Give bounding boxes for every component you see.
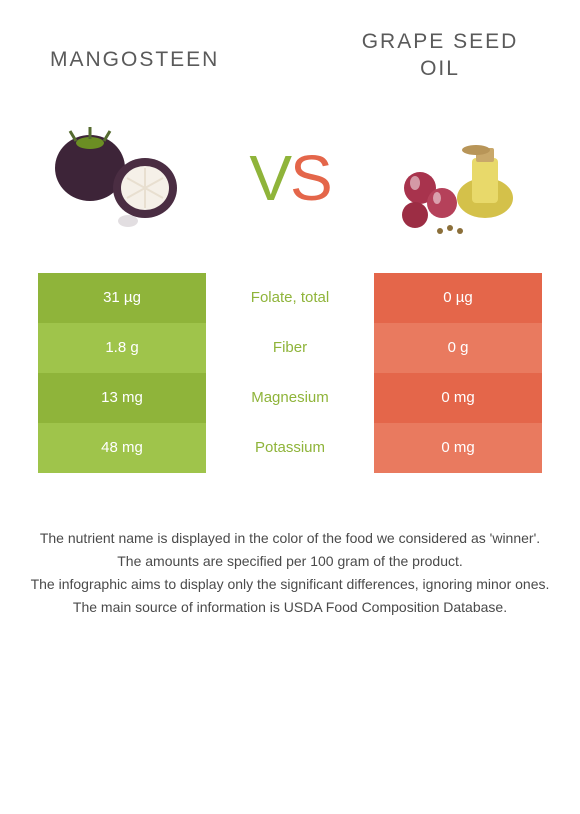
vs-s: S [290,142,331,214]
cell-left-value: 13 mg [38,373,206,423]
cell-left-value: 1.8 g [38,323,206,373]
cell-right-value: 0 g [374,323,542,373]
cell-right-value: 0 mg [374,423,542,473]
cell-nutrient-name: Folate, total [206,273,374,323]
cell-left-value: 31 µg [38,273,206,323]
footnote-line: The nutrient name is displayed in the co… [28,528,552,549]
title-left: Mangosteen [50,28,219,72]
table-row: 48 mg Potassium 0 mg [38,423,542,473]
table-row: 13 mg Magnesium 0 mg [38,373,542,423]
cell-right-value: 0 mg [374,373,542,423]
title-right: Grape seed oil [350,28,530,83]
vs-v: V [249,142,290,214]
footnote-line: The infographic aims to display only the… [28,574,552,595]
cell-nutrient-name: Potassium [206,423,374,473]
footnote-line: The amounts are specified per 100 gram o… [28,551,552,572]
footnote-line: The main source of information is USDA F… [28,597,552,618]
mangosteen-image [40,113,200,243]
vs-row: VS [0,93,580,273]
vs-label: VS [249,141,330,215]
cell-nutrient-name: Magnesium [206,373,374,423]
grapeseed-image [380,113,540,243]
cell-left-value: 48 mg [38,423,206,473]
table-row: 31 µg Folate, total 0 µg [38,273,542,323]
table-row: 1.8 g Fiber 0 g [38,323,542,373]
footnotes: The nutrient name is displayed in the co… [0,528,580,618]
cell-right-value: 0 µg [374,273,542,323]
nutrient-table: 31 µg Folate, total 0 µg 1.8 g Fiber 0 g… [38,273,542,473]
header: Mangosteen Grape seed oil [0,0,580,93]
cell-nutrient-name: Fiber [206,323,374,373]
